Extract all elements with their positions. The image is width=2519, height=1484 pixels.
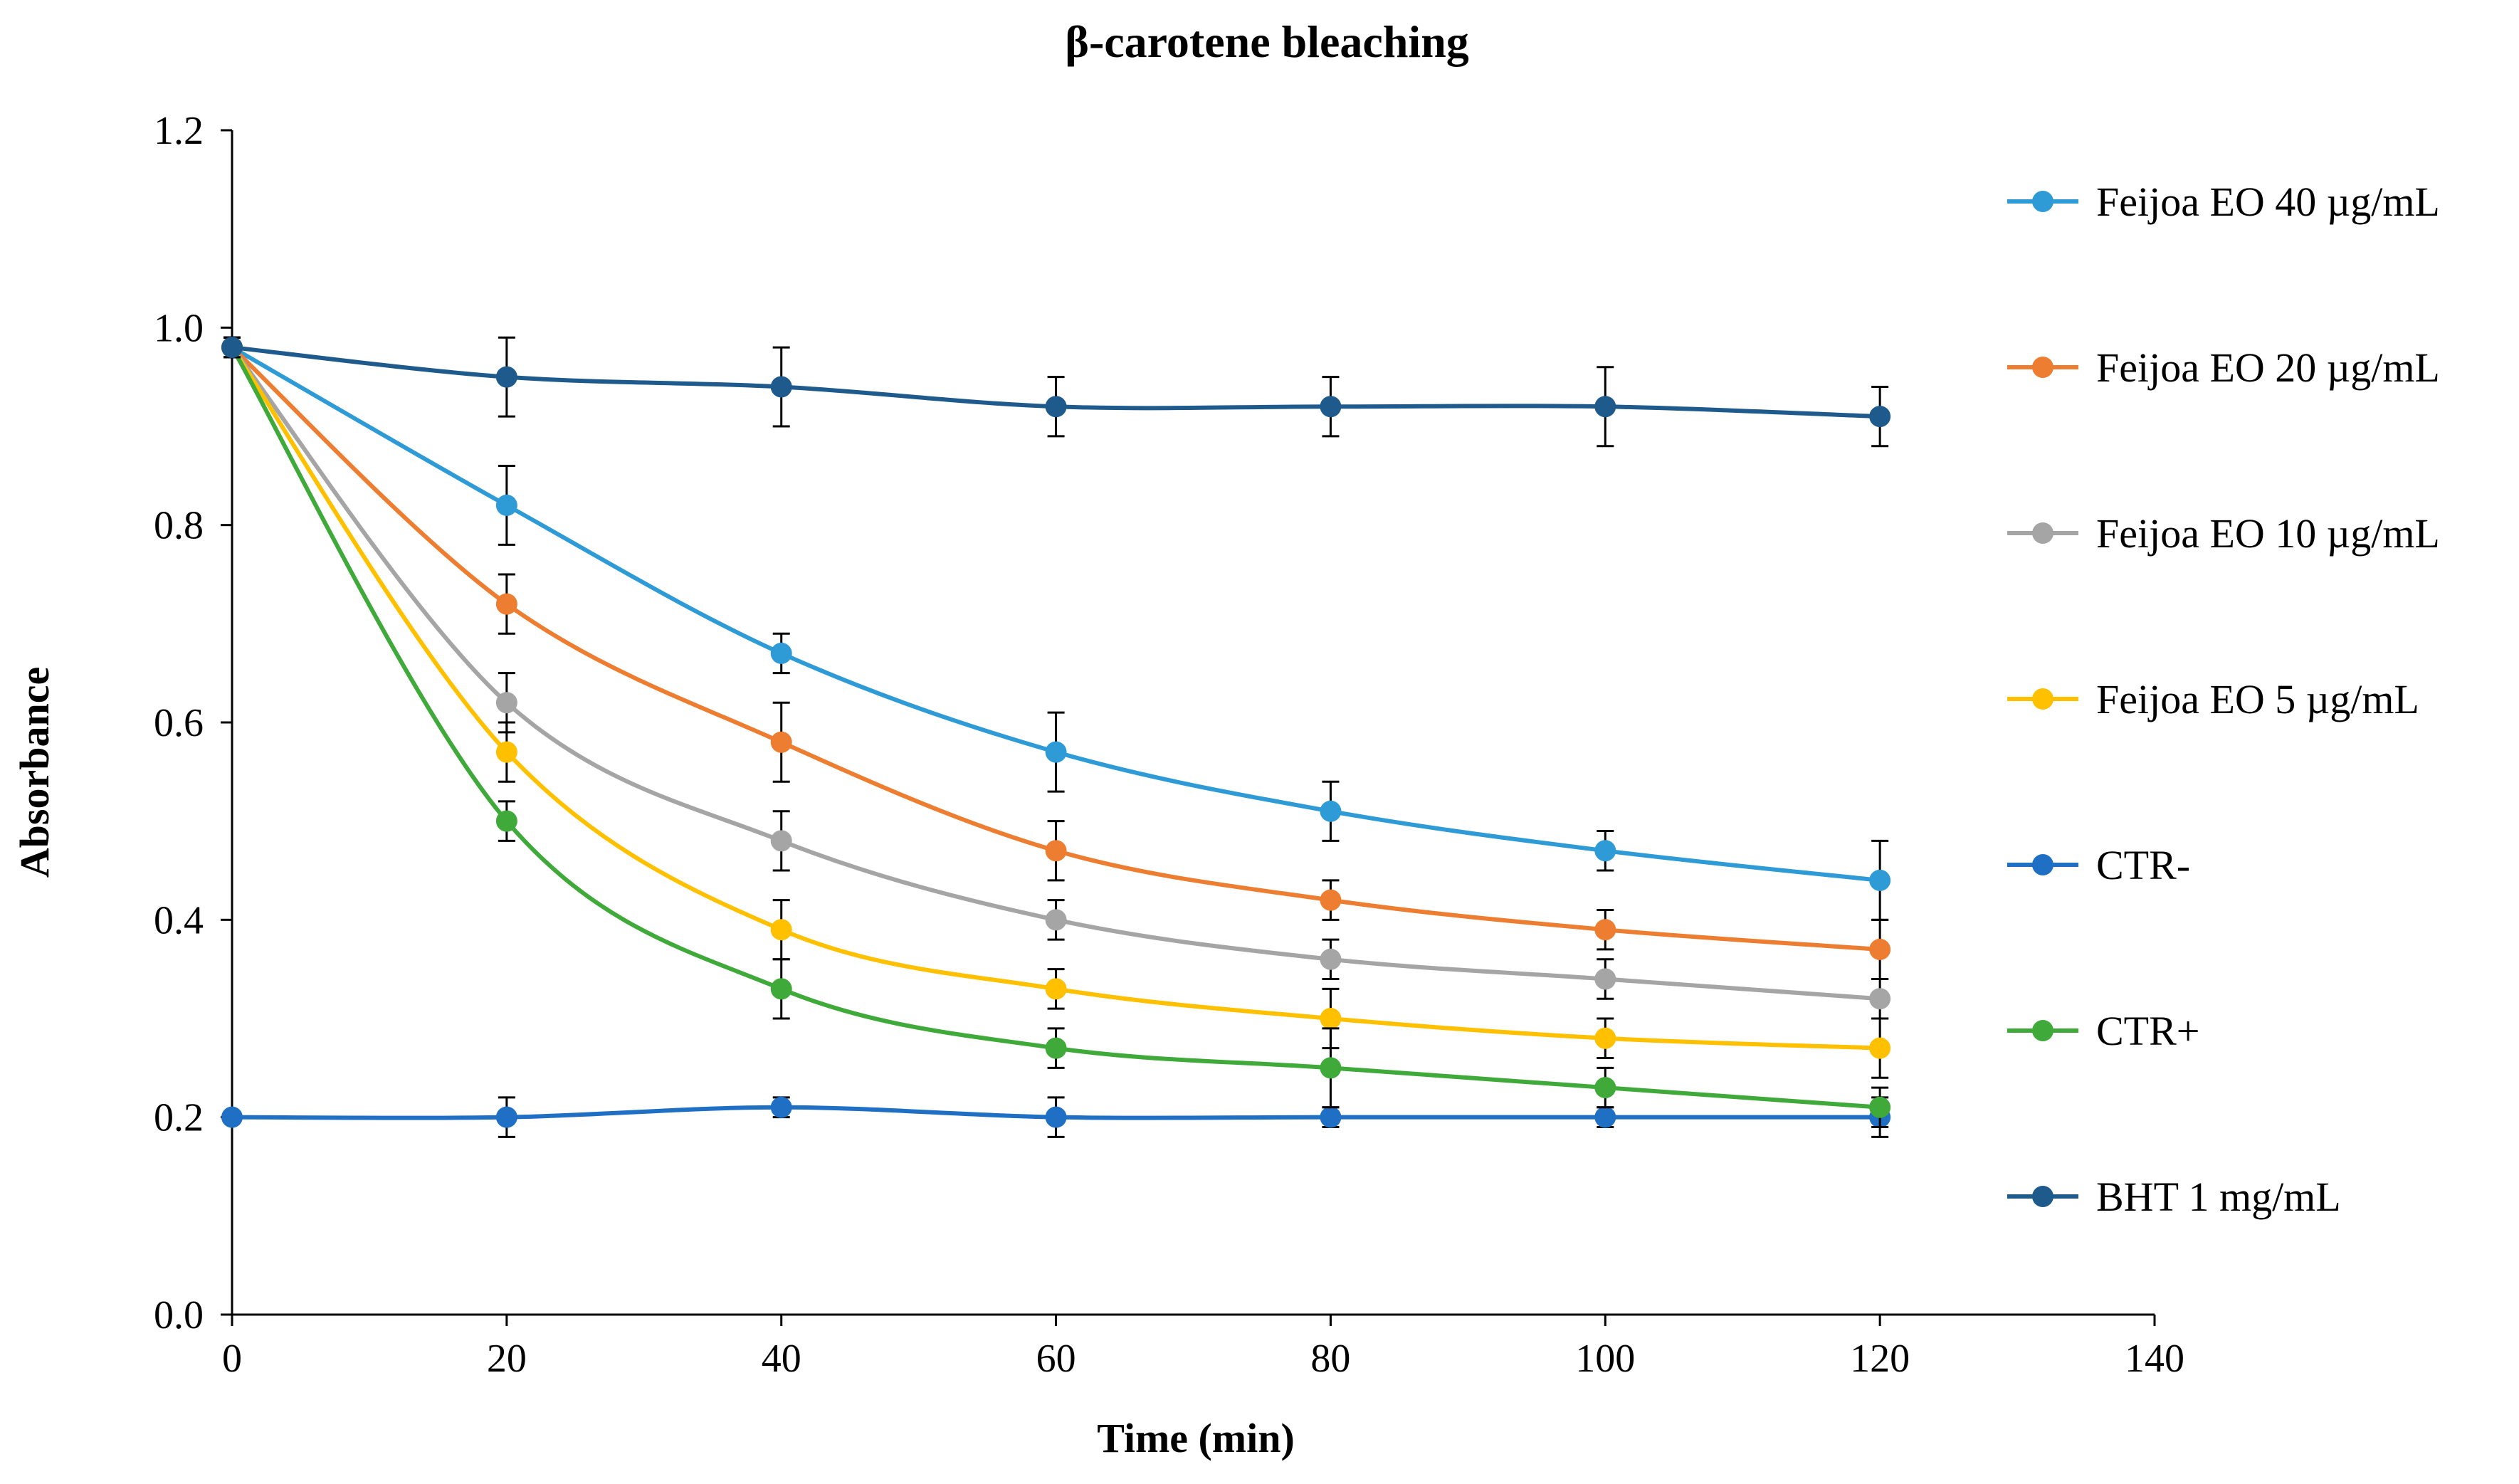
data-point	[495, 593, 517, 615]
legend-item: Feijoa EO 10 µg/mL	[2007, 510, 2440, 557]
legend-label: Feijoa EO 40 µg/mL	[2096, 179, 2440, 225]
data-point	[1045, 396, 1067, 418]
series-line	[230, 346, 1881, 1051]
y-tick-label: 1.0	[154, 306, 204, 350]
data-point	[1045, 909, 1067, 931]
data-point	[495, 692, 517, 714]
y-tick-label: 0.0	[154, 1293, 204, 1337]
series-1	[221, 336, 1891, 981]
y-tick-label: 0.2	[154, 1096, 204, 1140]
data-point	[1320, 948, 1342, 970]
data-point	[1320, 800, 1342, 822]
series-2	[221, 336, 1891, 1020]
series-4	[221, 1096, 1891, 1138]
legend-item: Feijoa EO 20 µg/mL	[2007, 344, 2440, 391]
data-point	[770, 830, 792, 852]
legend-label: CTR+	[2096, 1008, 2200, 1054]
data-point	[221, 1106, 243, 1128]
x-axis-label: Time (min)	[1097, 1415, 1295, 1461]
legend-swatch-marker	[2032, 1186, 2053, 1207]
data-point	[1320, 1008, 1342, 1029]
plot-area	[221, 336, 1891, 1138]
legend-swatch-marker	[2032, 522, 2053, 544]
data-point	[495, 366, 517, 388]
data-point	[1869, 988, 1891, 1010]
data-point	[1594, 1027, 1616, 1049]
y-tick-label: 0.4	[154, 898, 204, 942]
data-point	[770, 1096, 792, 1118]
data-point	[1045, 978, 1067, 1000]
legend-swatch-marker	[2032, 357, 2053, 378]
legend-item: Feijoa EO 40 µg/mL	[2007, 179, 2440, 225]
data-point	[770, 919, 792, 941]
legend-item: Feijoa EO 5 µg/mL	[2007, 676, 2419, 722]
legend-label: Feijoa EO 20 µg/mL	[2096, 344, 2440, 391]
data-point	[1869, 1037, 1891, 1059]
series-6	[221, 336, 1891, 448]
x-tick-label: 20	[487, 1337, 527, 1381]
data-point	[495, 1106, 517, 1128]
x-tick-label: 0	[222, 1337, 242, 1381]
data-point	[770, 978, 792, 1000]
series-3	[221, 336, 1891, 1079]
legend-swatch-marker	[2032, 688, 2053, 710]
legend-item: CTR-	[2007, 842, 2190, 888]
data-point	[495, 810, 517, 832]
legend-label: BHT 1 mg/mL	[2096, 1174, 2341, 1220]
data-point	[1045, 840, 1067, 862]
x-tick-label: 80	[1310, 1337, 1350, 1381]
legend-item: BHT 1 mg/mL	[2007, 1174, 2341, 1220]
data-point	[1594, 396, 1616, 418]
data-point	[1869, 869, 1891, 891]
axes: 0.0 0.2 0.4 0.6 0.8 1.0 1.2 0 20 40 60 80 100 120 140	[154, 109, 2184, 1381]
y-tick-label: 1.2	[154, 109, 204, 153]
data-point	[1594, 1077, 1616, 1099]
data-point	[1869, 1096, 1891, 1118]
data-point	[1320, 1057, 1342, 1079]
data-point	[1594, 840, 1616, 862]
data-point	[1320, 889, 1342, 911]
series-5	[221, 336, 1891, 1129]
legend-item: CTR+	[2007, 1008, 2200, 1054]
legend-label: Feijoa EO 5 µg/mL	[2096, 676, 2419, 722]
chart-title: β-carotene bleaching	[1065, 16, 1469, 67]
data-point	[770, 642, 792, 664]
y-tick-label: 0.8	[154, 504, 204, 548]
legend-swatch-marker	[2032, 854, 2053, 875]
legend: Feijoa EO 40 µg/mL Feijoa EO 20 µg/mL Feij…	[2007, 179, 2440, 1220]
data-point	[1045, 741, 1067, 763]
legend-label: Feijoa EO 10 µg/mL	[2096, 510, 2440, 557]
data-point	[495, 741, 517, 763]
data-point	[495, 494, 517, 516]
legend-label: CTR-	[2096, 842, 2190, 888]
data-point	[1045, 1106, 1067, 1128]
y-tick-label: 0.6	[154, 701, 204, 745]
data-point	[1594, 919, 1616, 941]
data-point	[1869, 406, 1891, 428]
data-point	[1320, 1106, 1342, 1128]
data-point	[1594, 1106, 1616, 1128]
data-point	[1320, 396, 1342, 418]
data-point	[1594, 968, 1616, 990]
data-point	[770, 731, 792, 753]
data-point	[1045, 1037, 1067, 1059]
x-tick-label: 40	[762, 1337, 801, 1381]
data-point	[770, 376, 792, 398]
y-axis-label: Absorbance	[11, 667, 58, 878]
x-tick-label: 120	[1850, 1337, 1910, 1381]
x-tick-label: 100	[1575, 1337, 1635, 1381]
x-tick-label: 140	[2125, 1337, 2184, 1381]
data-point	[221, 337, 243, 359]
legend-swatch-marker	[2032, 191, 2053, 212]
x-tick-label: 60	[1036, 1337, 1076, 1381]
legend-swatch-marker	[2032, 1020, 2053, 1041]
data-point	[1869, 938, 1891, 960]
